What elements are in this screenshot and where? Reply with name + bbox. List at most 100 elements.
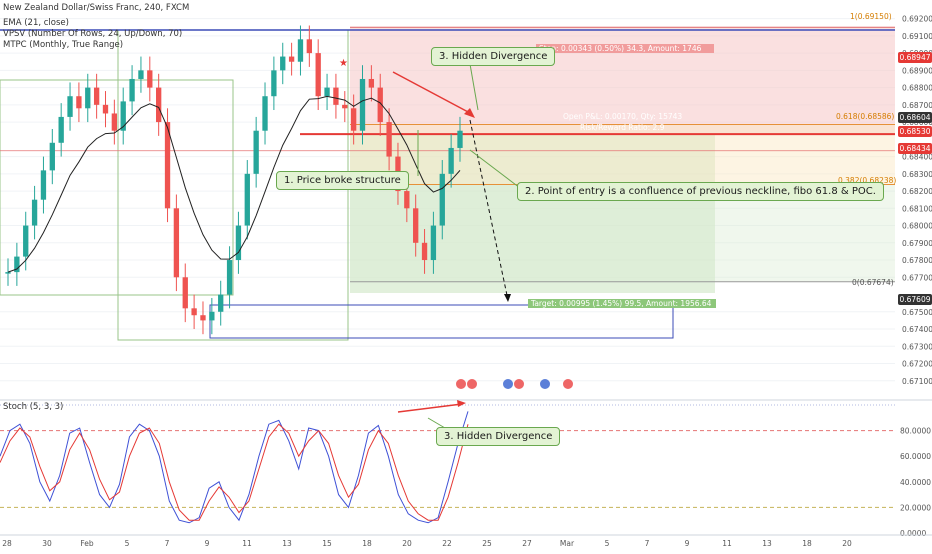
stop-label[interactable]: Stop: 0.00343 (0.50%) 34.3, Amount: 1746 xyxy=(536,44,714,53)
candle-body[interactable] xyxy=(350,108,357,131)
stoch-tick-label: 0.0000 xyxy=(900,529,926,538)
divergence-line-stoch[interactable] xyxy=(397,403,463,413)
arrow-head-icon xyxy=(464,108,475,118)
candle-body[interactable] xyxy=(377,87,383,123)
candle-body[interactable] xyxy=(5,272,11,274)
callout-entry[interactable]: 2. Point of entry is a confluence of pre… xyxy=(517,182,884,201)
volume-profile-box[interactable] xyxy=(0,79,234,296)
callout-hidden-divergence-stoch[interactable]: 3. Hidden Divergence xyxy=(436,427,561,446)
stoch-tick-label: 60.0000 xyxy=(900,452,931,461)
arrow-head-icon xyxy=(504,294,511,302)
candle-body[interactable] xyxy=(386,122,392,157)
candle-body[interactable] xyxy=(218,294,224,312)
candle-body[interactable] xyxy=(85,87,91,109)
time-tick-label: 11 xyxy=(242,539,252,548)
callout-hidden-divergence-price[interactable]: 3. Hidden Divergence xyxy=(431,47,556,66)
ema-line[interactable] xyxy=(7,95,461,273)
indicator-vpsv[interactable]: VPSV (Number Of Rows, 24, Up/Down, 70) xyxy=(3,29,183,39)
stoch-k-line[interactable] xyxy=(0,411,469,524)
candle-body[interactable] xyxy=(164,122,171,209)
indicator-ema[interactable]: EMA (21, close) xyxy=(3,18,69,28)
event-flag-icon[interactable] xyxy=(563,379,573,389)
candle-body[interactable] xyxy=(23,225,29,257)
candle-body[interactable] xyxy=(235,225,242,261)
candle-body[interactable] xyxy=(76,96,82,109)
candle-body[interactable] xyxy=(93,87,100,105)
candle-body[interactable] xyxy=(111,113,118,131)
candle-body[interactable] xyxy=(209,311,215,321)
indicator-mtpc[interactable]: MTPC (Monthly, True Range) xyxy=(3,40,124,50)
candle-body[interactable] xyxy=(457,130,463,148)
candle-body[interactable] xyxy=(138,70,144,79)
candle-body[interactable] xyxy=(404,191,410,209)
time-tick-label: 9 xyxy=(685,539,690,548)
candle-body[interactable] xyxy=(421,242,428,261)
candle-body[interactable] xyxy=(129,78,135,102)
time-tick-label: 22 xyxy=(442,539,452,548)
candle-body[interactable] xyxy=(226,260,233,295)
candle-body[interactable] xyxy=(191,308,197,316)
symbol-title[interactable]: New Zealand Dollar/Swiss Franc, 240, FXC… xyxy=(3,3,190,13)
event-flag-icon[interactable] xyxy=(467,379,477,389)
arrow-head-icon xyxy=(457,400,466,407)
candle-body[interactable] xyxy=(156,87,162,123)
candle-body[interactable] xyxy=(271,70,277,97)
candle-body[interactable] xyxy=(253,130,259,174)
candle-body[interactable] xyxy=(315,53,321,97)
price-tick-label: 0.68300 xyxy=(902,170,932,179)
risk-reward-label: Risk/Reward Ratio: 2.9 xyxy=(580,123,665,132)
price-tick-label: 0.68100 xyxy=(902,204,932,213)
candle-body[interactable] xyxy=(306,39,312,54)
event-flag-icon[interactable] xyxy=(514,379,524,389)
candle-body[interactable] xyxy=(120,101,126,131)
candle-body[interactable] xyxy=(333,87,339,105)
candle-body[interactable] xyxy=(368,78,375,88)
candle-body[interactable] xyxy=(173,208,180,278)
price-tick-label: 0.67800 xyxy=(902,256,932,265)
candle-body[interactable] xyxy=(58,116,64,143)
time-tick-label: 9 xyxy=(205,539,210,548)
indicator-stoch[interactable]: Stoch (5, 3, 3) xyxy=(3,402,64,412)
candle-body[interactable] xyxy=(288,56,295,62)
callout-pointer xyxy=(469,149,521,189)
time-tick-label: 27 xyxy=(522,539,532,548)
fib-level-1: 1(0.69150) xyxy=(850,12,892,21)
event-flag-icon[interactable] xyxy=(503,379,513,389)
candle-body[interactable] xyxy=(413,208,419,243)
candle-body[interactable] xyxy=(448,147,454,174)
candle-body[interactable] xyxy=(102,104,109,114)
price-tick-label: 0.67900 xyxy=(902,239,932,248)
candle-body[interactable] xyxy=(430,225,437,261)
candle-body[interactable] xyxy=(342,104,348,109)
candle-body[interactable] xyxy=(297,39,304,62)
candle-body[interactable] xyxy=(280,56,286,71)
divergence-line-price[interactable] xyxy=(392,71,471,114)
candle-body[interactable] xyxy=(439,173,445,226)
target-label[interactable]: Target: 0.00995 (1.45%) 99.5, Amount: 19… xyxy=(528,299,716,308)
target-zone[interactable] xyxy=(350,134,715,293)
candle-body[interactable] xyxy=(262,96,268,131)
price-tick-label: 0.69100 xyxy=(902,32,932,41)
candle-body[interactable] xyxy=(324,87,330,97)
price-tag-current: 0.68604 xyxy=(898,112,932,123)
time-tick-label: 18 xyxy=(802,539,812,548)
volume-profile-box[interactable] xyxy=(209,304,674,339)
candle-body[interactable] xyxy=(40,170,47,200)
candle-body[interactable] xyxy=(67,96,73,117)
candle-body[interactable] xyxy=(182,277,188,309)
fib-level-618: 0.618(0.68586) xyxy=(836,112,895,121)
time-tick-label: 28 xyxy=(2,539,12,548)
candle-body[interactable] xyxy=(244,173,250,226)
candle-body[interactable] xyxy=(147,70,153,88)
projection-arrow[interactable] xyxy=(469,119,509,301)
callout-broke-structure[interactable]: 1. Price broke structure xyxy=(276,171,409,190)
event-flag-icon[interactable] xyxy=(540,379,550,389)
candle-body[interactable] xyxy=(14,256,20,273)
candle-body[interactable] xyxy=(31,199,38,226)
candle-body[interactable] xyxy=(49,142,55,171)
candle-body[interactable] xyxy=(359,78,366,131)
event-flag-icon[interactable] xyxy=(456,379,466,389)
stoch-d-line[interactable] xyxy=(0,423,469,521)
price-tag-target: 0.67609 xyxy=(898,294,932,305)
candle-body[interactable] xyxy=(200,315,206,321)
